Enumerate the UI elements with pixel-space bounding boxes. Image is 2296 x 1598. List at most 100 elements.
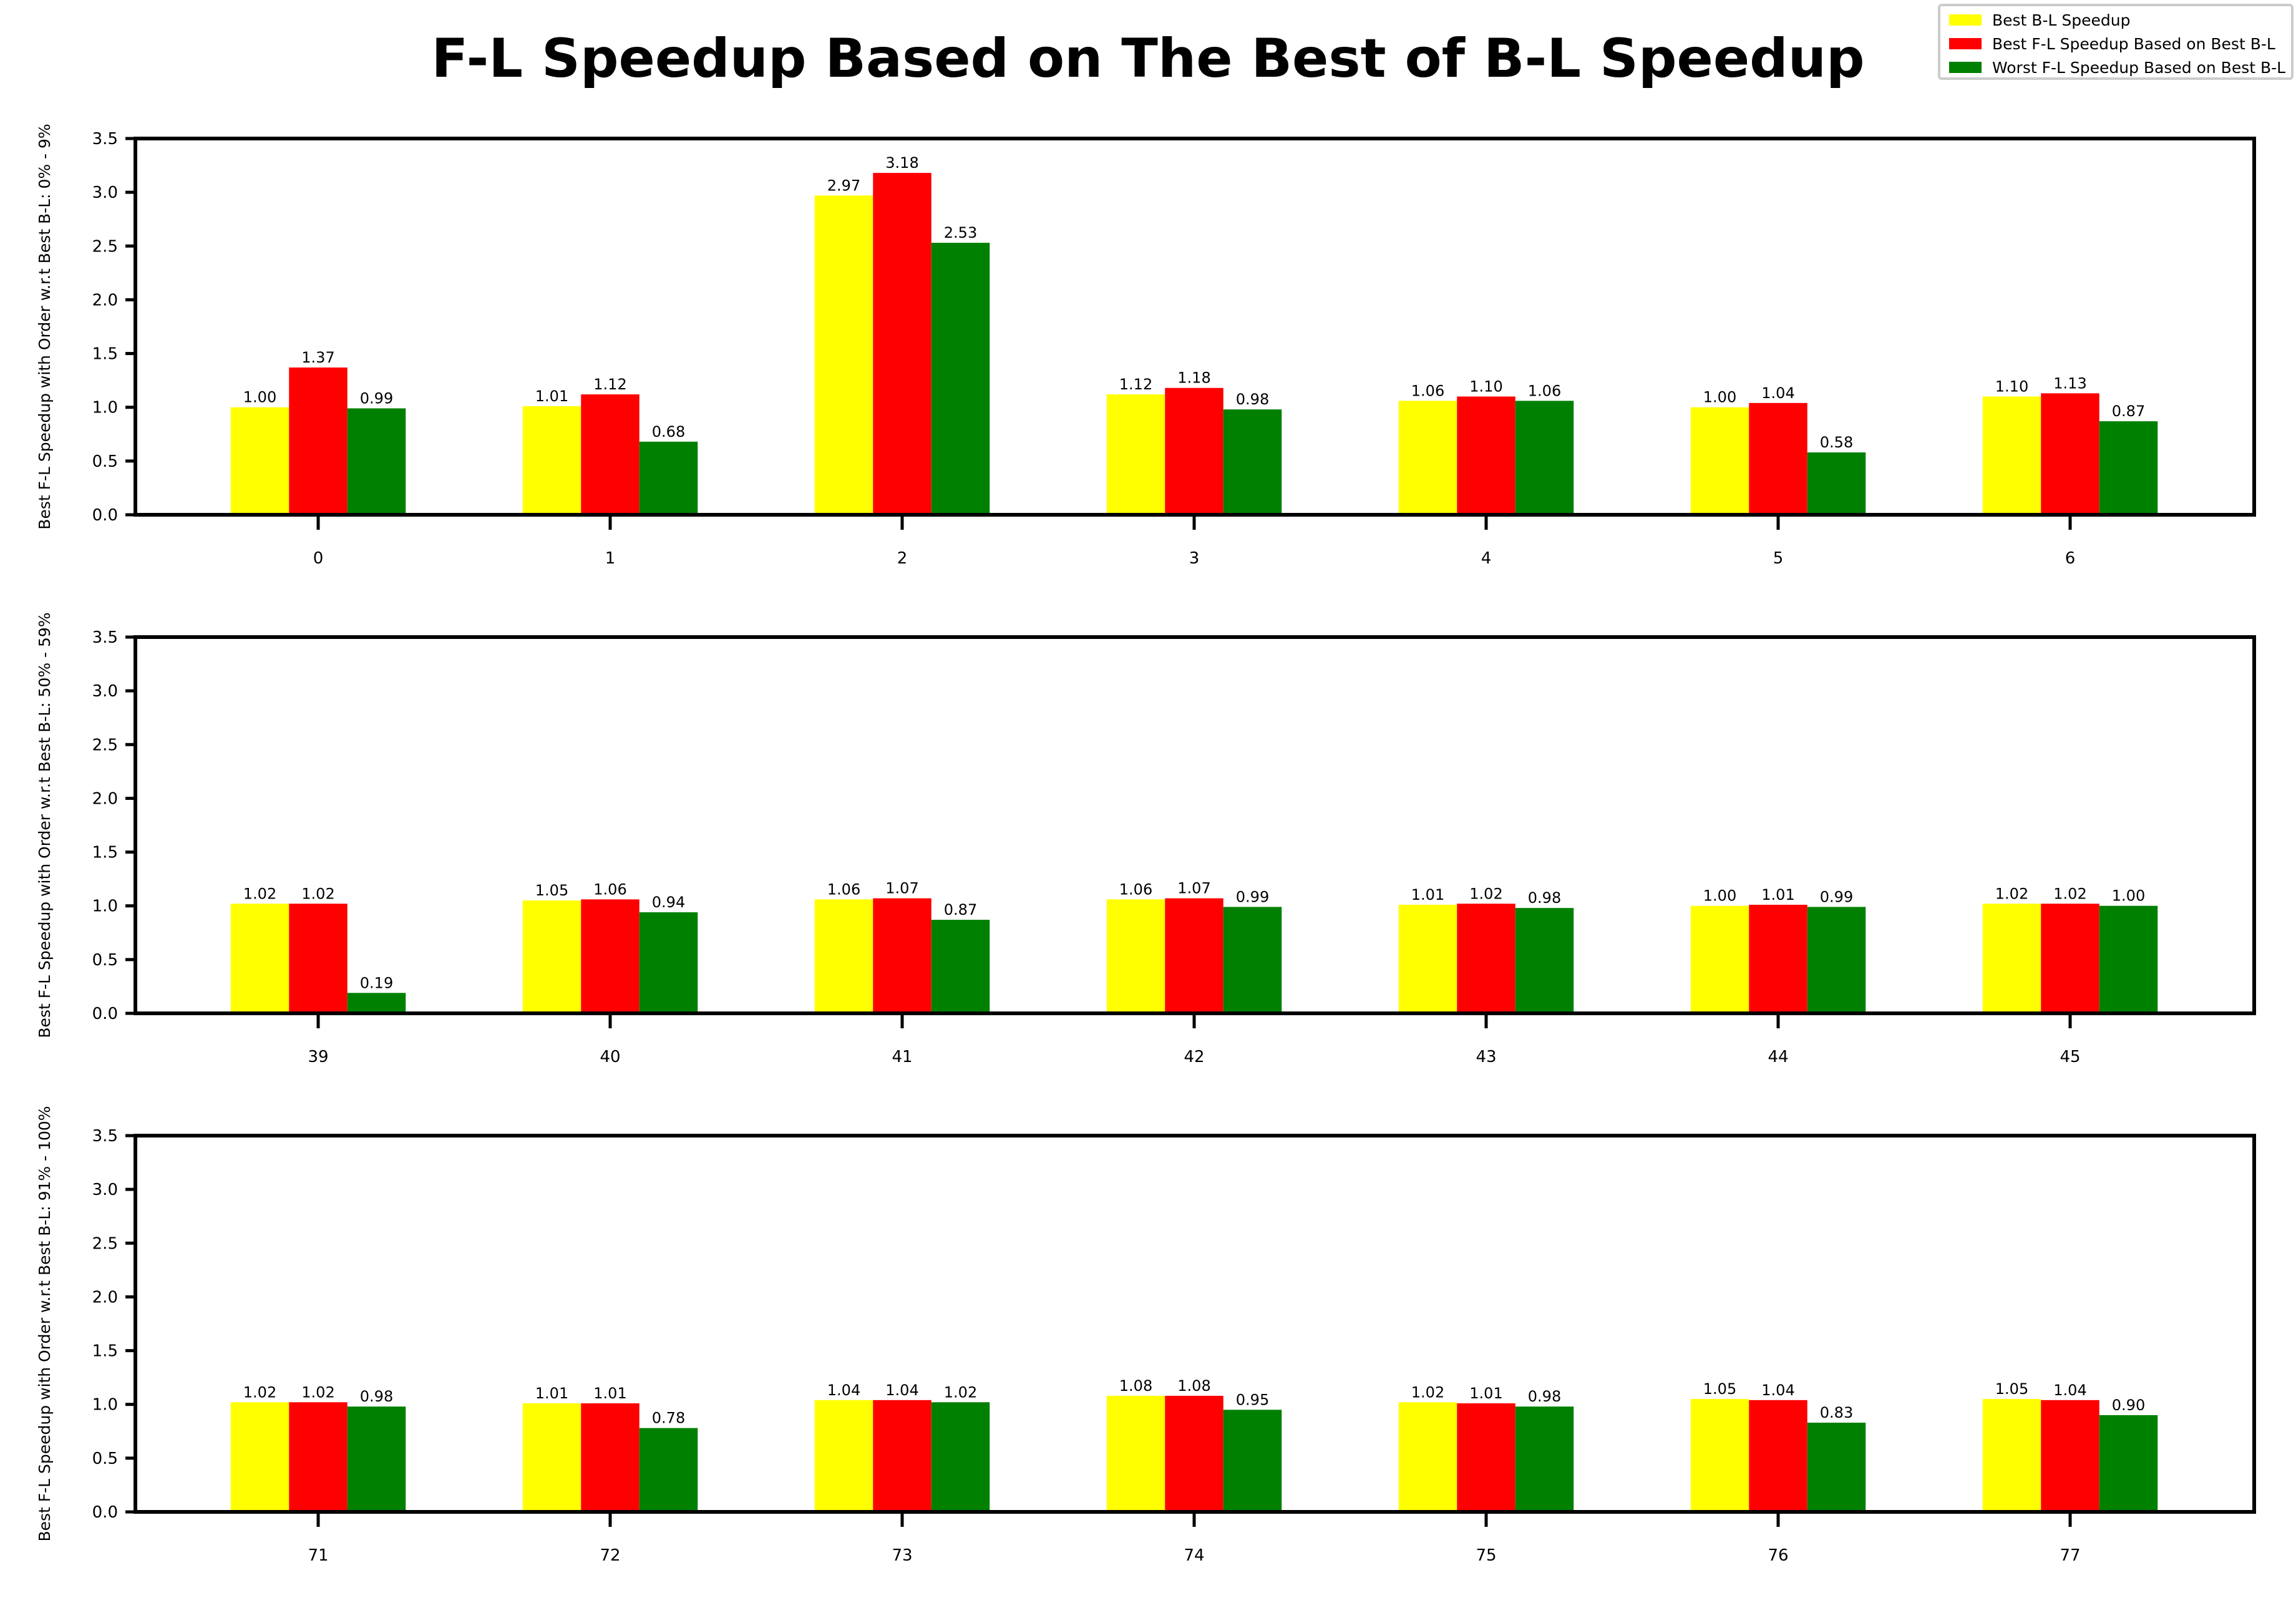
y-axis-label: Best F-L Speedup with Order w.r.t Best B… bbox=[36, 124, 54, 529]
legend-label-1: Best F-L Speedup Based on Best B-L bbox=[1992, 35, 2275, 53]
bar-value-label: 0.58 bbox=[1820, 434, 1853, 451]
y-tick-label: 1.5 bbox=[92, 844, 118, 862]
x-tick-label: 42 bbox=[1184, 1048, 1204, 1066]
y-tick-label: 0.0 bbox=[92, 1503, 118, 1522]
bar-p1-s0-c1 bbox=[522, 900, 581, 1013]
bar-value-label: 0.98 bbox=[1528, 889, 1561, 907]
bar-value-label: 0.98 bbox=[360, 1388, 393, 1405]
bar-p2-s0-c0 bbox=[230, 1402, 289, 1512]
bar-p1-s2-c6 bbox=[2099, 905, 2158, 1013]
x-tick-label: 41 bbox=[892, 1048, 912, 1066]
bar-value-label: 0.99 bbox=[360, 389, 393, 407]
bar-value-label: 2.97 bbox=[827, 177, 860, 194]
y-tick-label: 3.5 bbox=[92, 628, 118, 647]
bar-p2-s0-c5 bbox=[1690, 1399, 1749, 1512]
chart-title: F-L Speedup Based on The Best of B-L Spe… bbox=[431, 27, 1864, 90]
bar-value-label: 0.98 bbox=[1528, 1388, 1561, 1405]
x-tick-label: 74 bbox=[1184, 1546, 1204, 1565]
bar-p2-s0-c6 bbox=[1982, 1399, 2041, 1512]
bar-p1-s1-c3 bbox=[1165, 898, 1223, 1013]
legend-frame bbox=[1938, 4, 2294, 80]
bar-value-label: 1.06 bbox=[827, 880, 860, 898]
chart-panels: 1.00 1.012.971.12 1.06 1.001.101.371.123.18… bbox=[36, 124, 2256, 1565]
bar-value-label: 1.37 bbox=[301, 349, 334, 366]
bar-value-label: 1.02 bbox=[301, 1383, 334, 1401]
legend-label-0: Best B-L Speedup bbox=[1992, 11, 2130, 29]
bar-value-label: 0.87 bbox=[2112, 402, 2145, 420]
x-tick-label: 1 bbox=[605, 549, 616, 568]
bar-p2-s2-c2 bbox=[931, 1402, 990, 1512]
x-tick-label: 72 bbox=[600, 1546, 620, 1565]
y-tick-label: 0.5 bbox=[92, 951, 118, 970]
y-tick-label: 3.0 bbox=[92, 183, 118, 202]
bar-p1-s0-c5 bbox=[1690, 905, 1749, 1013]
bar-p0-s1-c0 bbox=[289, 367, 348, 515]
y-tick-label: 2.0 bbox=[92, 789, 118, 808]
bar-p1-s1-c4 bbox=[1457, 904, 1515, 1013]
legend-label-2: Worst F-L Speedup Based on Best B-L bbox=[1992, 59, 2285, 77]
bar-value-label: 1.02 bbox=[2053, 885, 2086, 902]
bar-value-label: 1.06 bbox=[593, 880, 626, 898]
y-tick-label: 2.0 bbox=[92, 1288, 118, 1307]
bar-p0-s2-c4 bbox=[1515, 401, 1574, 515]
bar-value-label: 0.90 bbox=[2112, 1396, 2145, 1414]
bar-p2-s1-c3 bbox=[1165, 1395, 1223, 1512]
bar-p1-s0-c0 bbox=[230, 904, 289, 1013]
bar-p1-s1-c6 bbox=[2041, 904, 2099, 1013]
bar-value-label: 1.02 bbox=[243, 1383, 276, 1401]
y-tick-label: 1.0 bbox=[92, 897, 118, 916]
bar-p2-s0-c1 bbox=[522, 1403, 581, 1512]
y-tick-label: 0.0 bbox=[92, 506, 118, 525]
bar-p1-s2-c5 bbox=[1807, 907, 1866, 1013]
bar-value-label: 1.02 bbox=[1469, 885, 1502, 902]
bar-p2-s2-c3 bbox=[1223, 1410, 1282, 1512]
bar-p0-s1-c1 bbox=[581, 394, 640, 515]
x-tick-label: 75 bbox=[1476, 1546, 1496, 1565]
bar-p2-s0-c4 bbox=[1398, 1402, 1457, 1512]
bar-p1-s1-c5 bbox=[1749, 904, 1807, 1013]
bar-value-label: 1.05 bbox=[535, 882, 568, 899]
bar-value-label: 1.00 bbox=[1703, 389, 1736, 406]
bar-p2-s2-c6 bbox=[2099, 1415, 2158, 1512]
x-tick-label: 3 bbox=[1189, 549, 1200, 568]
bar-p2-s1-c6 bbox=[2041, 1400, 2099, 1512]
x-tick-label: 73 bbox=[892, 1546, 912, 1565]
bar-p2-s1-c2 bbox=[873, 1400, 932, 1512]
bar-value-label: 1.10 bbox=[1995, 378, 2028, 395]
bar-value-label: 0.19 bbox=[360, 974, 393, 991]
bar-value-label: 1.01 bbox=[1469, 1385, 1502, 1402]
bar-p1-s0-c2 bbox=[814, 899, 873, 1013]
bar-value-label: 1.01 bbox=[593, 1385, 626, 1402]
y-tick-label: 1.5 bbox=[92, 345, 118, 364]
x-tick-label: 77 bbox=[2060, 1546, 2080, 1565]
bar-p1-s1-c0 bbox=[289, 904, 348, 1013]
x-tick-label: 45 bbox=[2060, 1048, 2080, 1066]
bar-value-label: 0.78 bbox=[652, 1410, 685, 1427]
bar-p1-s2-c3 bbox=[1223, 907, 1282, 1013]
bar-value-label: 1.04 bbox=[1761, 1381, 1794, 1399]
bar-p2-s2-c5 bbox=[1807, 1423, 1866, 1512]
bar-p2-s1-c0 bbox=[289, 1402, 348, 1512]
panel-2: 1.02 1.01 1.04 1.08 1.02 1.05 1.05 1.02 1.01 1.04… bbox=[36, 1106, 2256, 1565]
bar-value-label: 1.02 bbox=[1411, 1383, 1444, 1401]
x-tick-label: 40 bbox=[600, 1048, 620, 1066]
bar-p2-s1-c5 bbox=[1749, 1400, 1807, 1512]
bar-value-label: 1.04 bbox=[1761, 384, 1794, 402]
bar-value-label: 1.01 bbox=[1761, 886, 1794, 904]
bar-p0-s2-c0 bbox=[347, 408, 406, 515]
bar-value-label: 1.05 bbox=[1995, 1380, 2028, 1398]
bar-value-label: 0.87 bbox=[944, 901, 977, 918]
bar-value-label: 1.00 bbox=[1703, 887, 1736, 905]
bar-p0-s2-c2 bbox=[931, 243, 990, 515]
y-tick-label: 1.0 bbox=[92, 399, 118, 417]
bar-p1-s0-c4 bbox=[1398, 904, 1457, 1013]
bar-p2-s0-c2 bbox=[814, 1400, 873, 1512]
bar-value-label: 1.07 bbox=[1177, 880, 1210, 897]
bar-value-label: 1.05 bbox=[1703, 1380, 1736, 1398]
bar-value-label: 0.94 bbox=[652, 894, 685, 911]
bar-value-label: 1.12 bbox=[1119, 376, 1152, 393]
bar-value-label: 1.02 bbox=[1995, 885, 2028, 902]
bar-p0-s1-c6 bbox=[2041, 393, 2099, 515]
bar-value-label: 3.18 bbox=[885, 154, 918, 172]
